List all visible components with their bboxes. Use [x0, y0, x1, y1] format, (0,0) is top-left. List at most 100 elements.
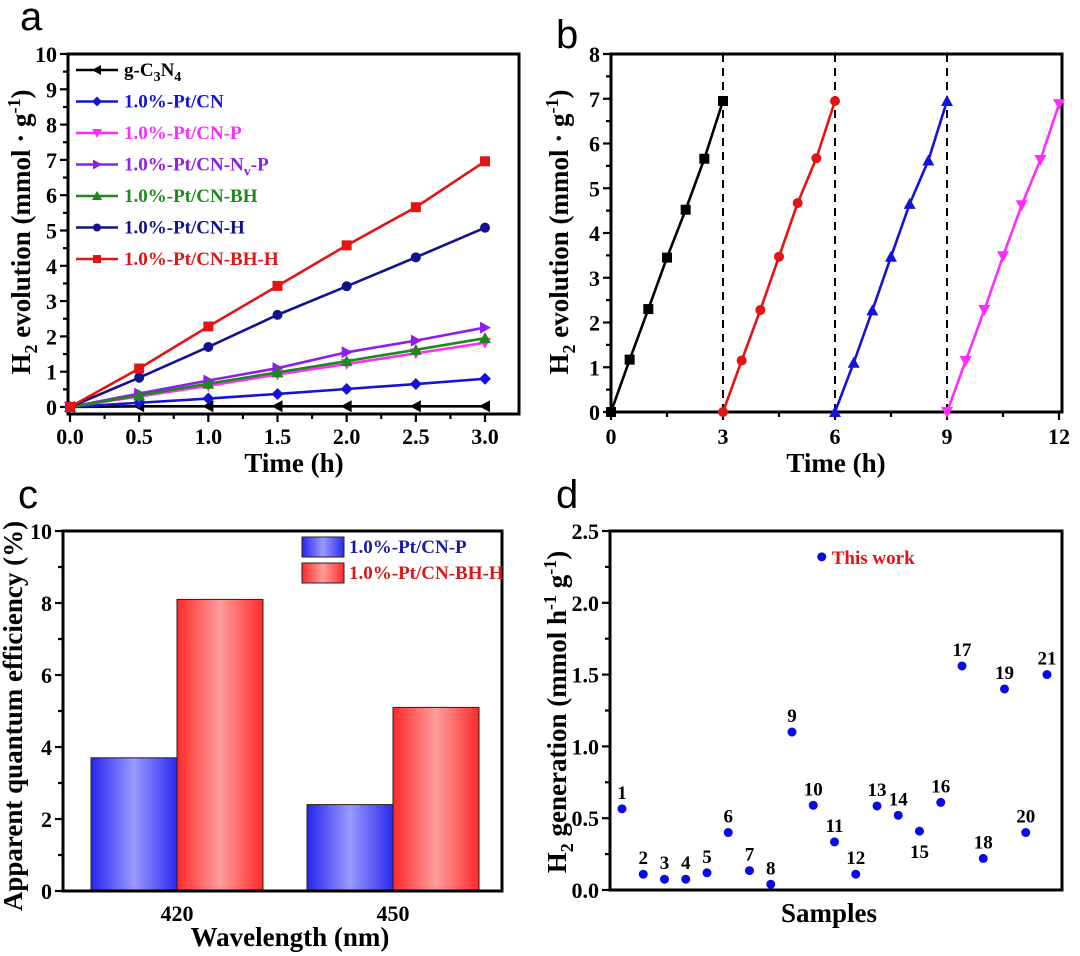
panel-a-legend-marker	[93, 159, 102, 170]
panel-d-x-title: Samples	[781, 898, 877, 928]
panel-b-data-point	[774, 251, 784, 262]
panel-c-x-title: Wavelength (nm)	[191, 922, 390, 952]
panel-b-data-point	[718, 407, 728, 417]
panel-d-data-point	[766, 879, 776, 889]
panel-a-data-point	[479, 372, 491, 385]
panel-c-bar	[392, 706, 480, 892]
panel-a-data-point	[133, 389, 146, 401]
panel-a-data-point	[134, 372, 145, 383]
panel-c-y-title: Apparent quantum efficiency (%)	[0, 521, 28, 911]
panel-c-legend-swatch	[301, 536, 345, 558]
panel-d-data-point	[1021, 828, 1031, 838]
panel-a-x-title: Time (h)	[244, 448, 343, 478]
panel-b-data-point	[755, 304, 766, 315]
panel-d-data-point	[1042, 670, 1052, 680]
panel-a-legend-label: g-C3N4	[124, 60, 181, 85]
panel-d-data-point	[957, 661, 967, 671]
panel-d-data-point	[1000, 684, 1009, 694]
panel-b-data-point	[941, 407, 953, 418]
panel-a-x-tick-label: 1.0	[195, 424, 223, 449]
panel-a-data-point	[480, 321, 491, 334]
panel-b-data-point	[792, 198, 803, 209]
panel-a-legend-marker	[92, 65, 101, 75]
panel-b-y-tick-label: 3	[589, 266, 600, 291]
panel-a-x-tick-label: 2.0	[333, 424, 361, 449]
panel-b-data-point	[680, 204, 691, 215]
panel-a-data-point	[271, 366, 284, 378]
panel-d-data-point	[638, 869, 648, 879]
panel-d-point-label: 16	[931, 776, 950, 797]
panel-a-data-point	[479, 400, 490, 413]
panel-a-legend-label: 1.0%-Pt/CN-P	[124, 123, 242, 144]
panel-b-data-point	[699, 153, 710, 164]
panel-a-data-point	[271, 387, 284, 400]
panel-c-y-tick-label: 2	[41, 807, 52, 832]
panel-a-data-point	[409, 343, 422, 355]
panel-d-data-point	[851, 869, 861, 879]
panel-a-data-point	[340, 400, 352, 413]
panel-a-legend-marker	[92, 129, 102, 138]
panel-b-data-point	[830, 95, 840, 106]
panel-d-data-point	[978, 853, 988, 863]
panel-d-data-point	[830, 837, 839, 847]
panel-letter-c: c	[18, 473, 38, 517]
panel-a-plot-frame	[66, 52, 521, 416]
panel-d-y-tick-label: 1.5	[572, 663, 600, 688]
panel-a-y-tick-label: 3	[46, 289, 57, 314]
panel-d-point-label: 10	[804, 779, 823, 800]
panel-b-data-point	[978, 304, 991, 316]
panel-a-y-tick-label: 5	[46, 219, 57, 244]
panel-d-point-label: 4	[681, 853, 691, 874]
panel-d-data-point	[893, 810, 903, 820]
panel-c-y-tick-label: 8	[41, 591, 52, 616]
panel-d-point-label: 15	[910, 842, 929, 863]
panel-c-legend-label: 1.0%-Pt/CN-BH-H	[349, 563, 504, 584]
panel-b-x-tick-label: 12	[1048, 424, 1070, 449]
panel-c-legend-swatch	[301, 562, 345, 584]
panel-a-legend-marker	[92, 191, 102, 200]
panel-a-legend-label: 1.0%-Pt/CN	[124, 92, 224, 113]
panel-c-bar	[90, 757, 178, 892]
panel-letter-d: d	[556, 473, 578, 517]
panel-a-data-point	[272, 309, 283, 320]
panel-d-point-label: 21	[1038, 649, 1057, 670]
panel-a-data-point	[271, 400, 283, 413]
panel-a-data-point	[341, 240, 352, 251]
panel-d-data-point	[745, 866, 754, 876]
panel-d-point-label: 12	[846, 848, 865, 869]
panel-b-data-point	[866, 304, 879, 316]
panel-d-data-point	[681, 874, 691, 884]
panel-a-data-point	[479, 332, 491, 344]
panel-c-y-tick-label: 6	[41, 663, 52, 688]
panel-b-x-tick-label: 9	[942, 424, 953, 449]
panel-b-data-point	[624, 354, 635, 365]
panel-c-y-tick-label: 10	[30, 519, 52, 544]
panel-b-x-tick-label: 6	[830, 424, 841, 449]
panel-a-y-tick-label: 2	[46, 324, 57, 349]
panel-b-y-tick-label: 7	[589, 87, 600, 112]
panel-d-y-tick-label: 0.0	[572, 878, 600, 903]
panel-d-point-label: 8	[766, 858, 776, 879]
panel-a-y-tick-label: 4	[46, 254, 57, 279]
panel-a-data-point	[340, 382, 353, 395]
panel-b-data-point	[847, 356, 860, 368]
panel-b-y-tick-label: 4	[589, 221, 600, 246]
panel-a-data-point	[202, 377, 215, 389]
panel-a-data-point	[202, 392, 215, 405]
panel-a-data-point	[410, 334, 422, 347]
panel-d-point-label: 19	[995, 663, 1014, 684]
panel-b-data-point	[811, 153, 822, 164]
panel-b-y-tick-label: 0	[589, 400, 600, 425]
panel-a-legend-label: 1.0%-Pt/CN-Nv-P	[124, 155, 269, 180]
panel-a-y-tick-label: 7	[46, 148, 57, 173]
panel-b-data-point	[1034, 155, 1047, 167]
panel-a-x-tick-label: 0.0	[56, 424, 84, 449]
panel-d-data-point	[872, 801, 882, 811]
panel-c-x-tick-label: 450	[377, 901, 410, 926]
panel-b-y-tick-label: 6	[589, 132, 600, 157]
panel-b-x-title: Time (h)	[786, 448, 885, 478]
panel-a-data-point	[134, 363, 145, 374]
